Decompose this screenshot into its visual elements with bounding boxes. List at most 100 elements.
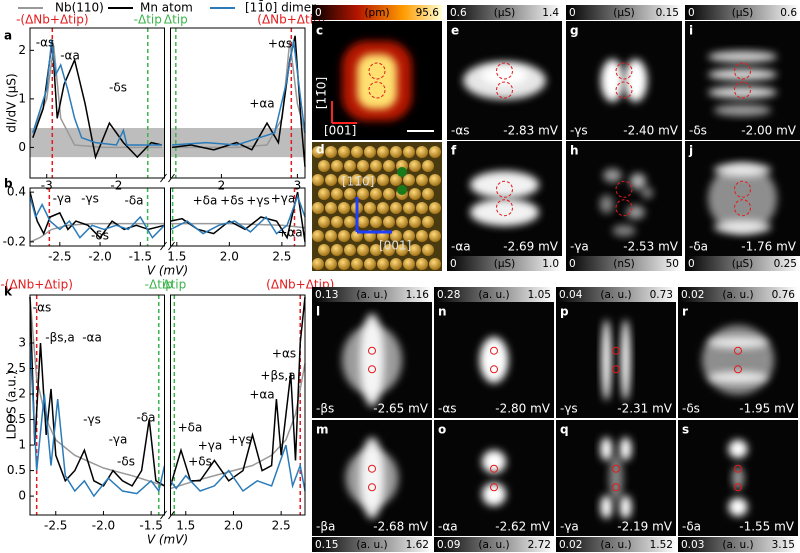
colorbar-unit: (μS) [494,258,516,270]
panel-label: h [570,144,579,158]
state-annotation: -δs [117,455,135,469]
y-tick-label: 1.5 [7,412,26,426]
map-content [702,325,774,395]
surface-atom [416,174,428,186]
atom-marker [490,365,498,374]
colorbar [434,287,554,302]
x-tick-label: 1.5 [176,519,195,533]
map-blob [612,224,636,237]
state-label: -βs [316,402,334,416]
axis-break [160,173,175,183]
colorbar [434,537,554,552]
state-annotation: +βs,a [260,369,295,383]
surface-atom [377,258,389,270]
state-annotation: +αs [268,37,292,51]
legend-label: Nb(110) [55,1,104,15]
map-panel: r -δs -1.95 mV 0.02 (a. u.) 0.76 [678,287,798,418]
panel-label: o [438,423,446,437]
colorbar-max: 2.72 [528,539,551,551]
x-tick-label: -3 [41,179,53,193]
atom-marker [368,365,376,374]
map-blob [624,59,648,102]
surface-atom [357,160,369,172]
colorbar-max: 0.6 [780,7,797,19]
map-panel: h -γa -2.53 mV 0 (nS) 50 [566,141,682,271]
map-panel: i -δs -2.00 mV 0 (μS) 0.6 [685,5,800,140]
map-content [470,170,539,227]
panel-label: g [570,24,579,38]
map-blob [601,319,612,401]
surface-atom [370,188,382,200]
atom-marker [734,81,751,99]
voltage-label: -2.19 mV [617,520,673,534]
axis-frame [170,27,306,179]
surface-atom [318,160,330,172]
surface-atom [403,258,415,270]
surface-atom [416,202,428,214]
state-annotation: -δa [136,411,155,425]
map-blob [600,59,625,102]
map-blob [360,437,384,519]
map-blob [482,450,506,474]
voltage-label: -2.40 mV [623,124,679,138]
panel-label: l [316,305,320,319]
colorbar-min: 0 [688,258,695,270]
colorbar [556,287,676,302]
map-image [566,141,682,256]
map-blob [713,104,772,117]
marker-label: -(ΔNb+Δtip) [0,278,72,292]
state-annotation: +δa [178,421,203,435]
colorbar-min: 0 [450,258,457,270]
surface-atom [338,202,350,214]
axis-frame [170,187,306,247]
surface-atom [403,174,415,186]
axis-arrow [331,101,357,124]
colorbar-unit: (a. u.) [356,289,387,301]
axis-break [160,241,175,251]
voltage-label: -2.69 mV [503,240,559,254]
series-line [29,342,306,498]
voltage-label: -1.95 mV [739,402,795,416]
x-tick-label: -2.5 [48,250,71,264]
colorbar-min: 0 [569,7,576,19]
colorbar [447,256,562,271]
surface-atom [344,216,356,228]
atom-marker [612,365,620,374]
map-blob [708,50,777,63]
map-blob [708,371,768,384]
map-content [345,437,399,519]
colorbar-unit: (μS) [732,258,754,270]
panel-label: c [316,24,323,38]
marker-label: -(ΔNb+Δtip) [16,13,88,27]
surface-atom [370,216,382,228]
panel-label: n [438,305,447,319]
atom-marker [615,180,633,198]
colorbar [678,287,798,302]
state-annotation: -γa [109,433,128,447]
marker-label: (ΔNb+Δtip) [257,13,325,27]
x-tick-label: -2.0 [88,250,111,264]
y-tick-label: 1 [18,91,26,105]
y-tick-label: 2 [18,43,26,57]
map-blob [713,220,772,235]
colorbar [685,256,800,271]
panel-label: b [4,177,13,191]
y-tick-label: 0 [18,140,26,154]
map-blob [620,319,631,401]
axis-label: [001] [324,124,356,138]
state-label: -αa [451,240,471,254]
atom-marker [368,81,386,99]
panel-label: e [451,24,459,38]
map-panel: g -γs -2.40 mV 0 (μS) 0.15 [566,5,682,140]
atom-marker [615,62,633,80]
voltage-label: -2.65 mV [373,402,429,416]
surface-atom [396,216,408,228]
colorbar [685,5,800,20]
surface-atom [312,202,324,214]
map-image [556,302,676,418]
colorbar-max: 0.25 [774,258,797,270]
state-annotation: +αa [249,388,274,402]
map-core [357,54,397,109]
state-label: -δa [689,240,708,254]
